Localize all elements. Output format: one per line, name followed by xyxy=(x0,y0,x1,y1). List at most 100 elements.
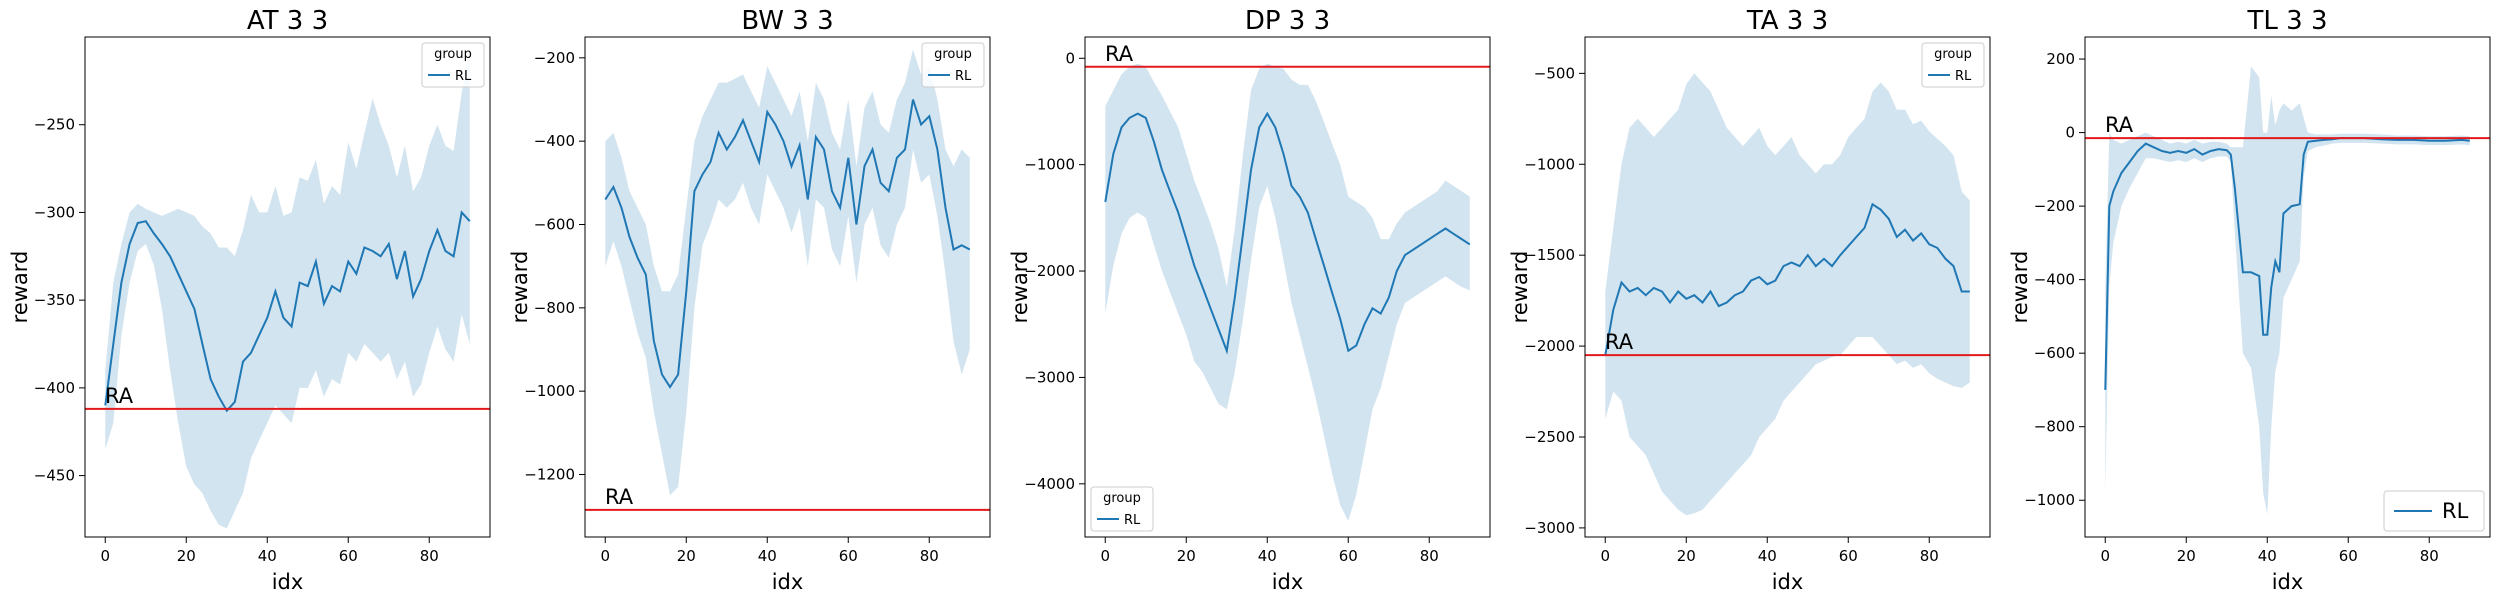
y-tick-label: −1000 xyxy=(1024,156,1075,174)
y-tick-label: −400 xyxy=(2034,271,2075,289)
x-tick-label: 0 xyxy=(1100,547,1110,565)
chart-title: DP 3 3 xyxy=(1245,6,1330,36)
legend-label-rl: RL xyxy=(1955,69,1972,84)
ra-label: RA xyxy=(1105,42,1134,66)
y-tick-label: −400 xyxy=(534,132,575,150)
series-line-rl xyxy=(1104,111,1471,355)
y-tick-label: −500 xyxy=(1534,64,1575,82)
x-tick-label: 20 xyxy=(177,547,196,565)
confidence-band xyxy=(1105,63,1470,521)
x-tick-label: 20 xyxy=(2177,547,2196,565)
ra-label: RA xyxy=(2105,113,2134,137)
legend: group RL xyxy=(1921,42,1985,88)
x-tick-label: 80 xyxy=(1920,547,1939,565)
x-tick-label: 40 xyxy=(2258,547,2277,565)
x-axis-label: idx xyxy=(272,570,304,594)
y-tick-label: −350 xyxy=(34,291,75,309)
legend-box xyxy=(2383,490,2485,532)
y-tick-label: −450 xyxy=(34,467,75,485)
axes-frame xyxy=(1084,36,1491,538)
plot-area xyxy=(1085,63,1490,521)
y-tick-label: −400 xyxy=(34,379,75,397)
x-axis-label: idx xyxy=(2272,570,2304,594)
x-tick-label: 80 xyxy=(920,547,939,565)
y-tick-label: −1000 xyxy=(1524,155,1575,173)
y-tick-label: −800 xyxy=(534,299,575,317)
y-tick-label: −2000 xyxy=(1024,262,1075,280)
y-tick-label: −1000 xyxy=(524,382,575,400)
x-tick-label: 20 xyxy=(1177,547,1196,565)
legend-label-rl: RL xyxy=(955,69,972,84)
y-axis-label: reward xyxy=(1008,251,1032,324)
chart-title: TL 3 3 xyxy=(2247,6,2328,36)
y-tick-label: −2000 xyxy=(1524,337,1575,355)
x-tick-label: 80 xyxy=(2420,547,2439,565)
axes-frame xyxy=(1584,36,1991,538)
chart-title: TA 3 3 xyxy=(1746,6,1828,36)
legend-title: group xyxy=(1934,47,1972,62)
plot-area xyxy=(85,45,490,529)
y-tick-label: −200 xyxy=(2034,197,2075,215)
series-line-rl xyxy=(104,210,471,413)
x-tick-label: 60 xyxy=(1339,547,1358,565)
y-tick-label: 0 xyxy=(2065,124,2075,142)
axes-frame xyxy=(2084,36,2491,538)
ra-label: RA xyxy=(1605,330,1634,354)
y-tick-label: −4000 xyxy=(1024,475,1075,493)
x-tick-label: 60 xyxy=(339,547,358,565)
axes-frame xyxy=(584,36,991,538)
x-tick-label: 60 xyxy=(2339,547,2358,565)
y-tick-label: −200 xyxy=(534,49,575,67)
chart-panel-3: RA 0 20 40 60 80 −4000 −3000 −2000 −1000 0 DP 3 3 id… xyxy=(1008,6,1491,594)
y-tick-label: 0 xyxy=(1065,49,1075,67)
legend-title: group xyxy=(1103,491,1141,506)
y-tick-label: −2500 xyxy=(1524,428,1575,446)
y-tick-label: −3000 xyxy=(1024,368,1075,386)
y-tick-label: −600 xyxy=(534,216,575,234)
legend-label-rl: RL xyxy=(1124,513,1141,528)
confidence-band xyxy=(105,45,470,529)
x-tick-label: 40 xyxy=(1758,547,1777,565)
y-tick-label: 200 xyxy=(2046,50,2075,68)
x-tick-label: 60 xyxy=(839,547,858,565)
chart-panel-5: RA 0 20 40 60 80 −1000 −800 −600 −400 −200 0 200 TL 3… xyxy=(2008,6,2491,594)
x-tick-label: 80 xyxy=(1420,547,1439,565)
legend: group RL xyxy=(921,42,985,88)
y-tick-label: −250 xyxy=(34,116,75,134)
y-tick-label: −300 xyxy=(34,203,75,221)
chart-title: AT 3 3 xyxy=(247,6,328,36)
legend: RL xyxy=(2383,490,2485,532)
x-axis-label: idx xyxy=(1772,570,1804,594)
legend: group RL xyxy=(1090,486,1154,532)
y-tick-label: −1200 xyxy=(524,466,575,484)
axes-frame xyxy=(84,36,491,538)
plot-area xyxy=(2085,66,2490,515)
x-tick-label: 0 xyxy=(2100,547,2110,565)
y-axis-label: reward xyxy=(1508,251,1532,324)
ra-label: RA xyxy=(105,384,134,408)
x-tick-label: 80 xyxy=(420,547,439,565)
series-line-rl xyxy=(604,99,971,389)
chart-panel-4: RA 0 20 40 60 80 −3000 −2500 −2000 −1500 −1000 −500… xyxy=(1508,6,1991,594)
x-tick-label: 40 xyxy=(758,547,777,565)
legend-title: group xyxy=(934,47,972,62)
legend-title: group xyxy=(434,47,472,62)
x-tick-label: 40 xyxy=(258,547,277,565)
y-axis-label: reward xyxy=(2008,251,2032,324)
y-tick-label: −3000 xyxy=(1524,519,1575,537)
x-tick-label: 40 xyxy=(1258,547,1277,565)
plot-area xyxy=(585,49,990,511)
y-tick-label: −600 xyxy=(2034,344,2075,362)
x-axis-label: idx xyxy=(1272,570,1304,594)
chart-panel-2: RA 0 20 40 60 80 −1200 −1000 −800 −600 −400 −200 BW … xyxy=(508,6,991,594)
series-line-rl xyxy=(1604,202,1970,356)
legend-label-rl: RL xyxy=(455,69,472,84)
x-axis-label: idx xyxy=(772,570,804,594)
legend: group RL xyxy=(421,42,485,88)
chart-title: BW 3 3 xyxy=(741,6,833,36)
x-tick-label: 0 xyxy=(600,547,610,565)
plot-area xyxy=(1585,73,1990,516)
legend-label-rl: RL xyxy=(2442,499,2469,523)
x-tick-label: 20 xyxy=(1677,547,1696,565)
